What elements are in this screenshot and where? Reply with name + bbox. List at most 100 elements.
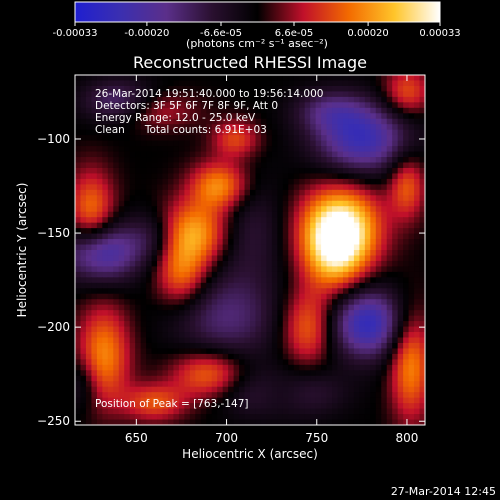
heatmap-cell xyxy=(271,310,278,317)
heatmap-cell xyxy=(162,102,169,109)
heatmap-cell xyxy=(370,419,377,425)
heatmap-cell xyxy=(211,277,218,284)
heatmap-cell xyxy=(414,337,421,344)
heatmap-cell xyxy=(118,381,125,388)
heatmap-cell xyxy=(277,408,284,415)
heatmap-cell xyxy=(342,135,350,142)
heatmap-cell xyxy=(348,288,355,295)
heatmap-cell xyxy=(80,135,87,142)
heatmap-cell xyxy=(392,321,399,328)
heatmap-cell xyxy=(408,85,415,93)
heatmap-cell xyxy=(211,157,218,164)
heatmap-cell xyxy=(271,244,278,251)
heatmap-cell xyxy=(375,233,382,240)
heatmap-cell xyxy=(419,397,425,404)
heatmap-cell xyxy=(239,348,246,355)
heatmap-cell xyxy=(337,381,344,388)
heatmap-cell xyxy=(364,244,371,251)
heatmap-cell xyxy=(102,217,109,224)
heatmap-cell xyxy=(359,326,366,333)
heatmap-cell xyxy=(200,353,207,360)
heatmap-cell xyxy=(250,167,257,175)
heatmap-cell xyxy=(353,107,360,114)
x-tick-label: 650 xyxy=(125,431,148,445)
heatmap-cell xyxy=(299,129,306,136)
heatmap-cell xyxy=(332,266,339,273)
heatmap-cell xyxy=(348,255,355,262)
heatmap-cell xyxy=(200,392,207,399)
heatmap-cell xyxy=(178,157,185,164)
heatmap-cell xyxy=(211,239,218,246)
heatmap-cell xyxy=(173,337,180,344)
heatmap-cell xyxy=(250,414,257,421)
heatmap-cell xyxy=(359,211,366,218)
heatmap-cell xyxy=(403,342,410,350)
heatmap-cell xyxy=(118,342,125,350)
heatmap-cell xyxy=(288,239,295,246)
heatmap-cell xyxy=(348,222,355,229)
heatmap-cell xyxy=(151,162,158,169)
heatmap-cell xyxy=(244,113,251,120)
heatmap-cell xyxy=(304,353,311,360)
heatmap-cell xyxy=(386,250,393,257)
heatmap-cell xyxy=(113,195,120,202)
heatmap-cell xyxy=(178,370,185,377)
heatmap-cell xyxy=(80,102,87,109)
heatmap-cell xyxy=(173,250,180,257)
heatmap-cell xyxy=(118,250,125,257)
heatmap-cell xyxy=(386,244,393,251)
heatmap-cell xyxy=(353,239,360,246)
heatmap-cell xyxy=(135,140,142,147)
heatmap-cell xyxy=(233,129,240,136)
heatmap-cell xyxy=(342,326,350,333)
heatmap-cell xyxy=(102,157,109,164)
heatmap-cell xyxy=(348,408,355,415)
heatmap-cell xyxy=(178,124,185,131)
heatmap-cell xyxy=(326,80,333,87)
heatmap-cell xyxy=(91,146,98,153)
heatmap-cell xyxy=(293,239,300,246)
heatmap-cell xyxy=(162,184,169,191)
heatmap-cell xyxy=(102,233,109,240)
heatmap-cell xyxy=(173,195,180,202)
heatmap-cell xyxy=(91,173,98,180)
heatmap-cell xyxy=(151,211,158,218)
heatmap-cell xyxy=(217,386,224,393)
heatmap-cell xyxy=(189,85,196,93)
heatmap-cell xyxy=(233,342,240,350)
heatmap-cell xyxy=(135,167,142,175)
heatmap-cell xyxy=(255,102,262,109)
heatmap-cell xyxy=(195,342,202,350)
heatmap-cell xyxy=(206,167,213,175)
heatmap-cell xyxy=(364,271,371,278)
heatmap-cell xyxy=(408,304,415,311)
heatmap-cell xyxy=(288,381,295,388)
heatmap-cell xyxy=(113,113,120,120)
heatmap-cell xyxy=(381,85,388,93)
heatmap-cell xyxy=(189,403,196,410)
heatmap-cell xyxy=(195,326,202,333)
heatmap-cell xyxy=(173,392,180,399)
heatmap-cell xyxy=(332,217,339,224)
heatmap-cell xyxy=(233,277,240,284)
heatmap-cell xyxy=(332,151,339,158)
heatmap-cell xyxy=(102,91,109,98)
heatmap-cell xyxy=(375,342,382,350)
heatmap-cell xyxy=(392,85,399,93)
heatmap-cell xyxy=(321,288,328,295)
heatmap-cell xyxy=(222,167,229,175)
heatmap-cell xyxy=(293,260,300,268)
heatmap-cell xyxy=(195,200,202,207)
heatmap-cell xyxy=(414,271,421,278)
heatmap-cell xyxy=(255,140,262,147)
heatmap-cell xyxy=(408,157,415,164)
heatmap-cell xyxy=(80,195,87,202)
heatmap-cell xyxy=(211,75,218,82)
heatmap-cell xyxy=(85,200,93,207)
heatmap-cell xyxy=(75,184,82,191)
heatmap-cell xyxy=(353,211,360,218)
heatmap-cell xyxy=(178,414,185,421)
heatmap-cell xyxy=(222,135,229,142)
heatmap-cell xyxy=(96,332,103,339)
colorbar-unit-label: (photons cm⁻² s⁻¹ asec⁻²) xyxy=(186,37,328,50)
